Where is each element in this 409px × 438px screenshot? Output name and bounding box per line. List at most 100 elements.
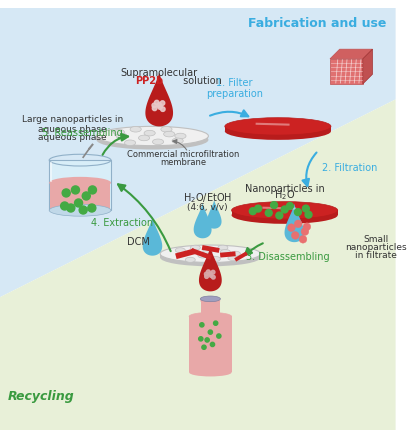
Text: 5. Reassembling: 5. Reassembling <box>42 128 122 138</box>
Bar <box>201 245 219 253</box>
Ellipse shape <box>172 138 183 144</box>
Circle shape <box>152 106 157 111</box>
Circle shape <box>157 103 161 107</box>
Ellipse shape <box>217 245 227 250</box>
Ellipse shape <box>178 251 187 256</box>
Circle shape <box>281 206 288 213</box>
Ellipse shape <box>160 245 260 262</box>
Circle shape <box>61 202 68 210</box>
Circle shape <box>211 270 214 274</box>
Polygon shape <box>207 200 221 229</box>
Ellipse shape <box>49 177 111 189</box>
Text: Nanoparticles in: Nanoparticles in <box>244 184 324 194</box>
Circle shape <box>287 224 294 232</box>
Text: 4. Extraction: 4. Extraction <box>91 218 153 228</box>
Bar <box>190 248 211 260</box>
Circle shape <box>286 202 293 209</box>
Circle shape <box>302 205 308 212</box>
Circle shape <box>302 223 310 230</box>
Ellipse shape <box>138 135 149 141</box>
Ellipse shape <box>210 256 220 261</box>
Text: Recycling: Recycling <box>8 390 74 403</box>
Circle shape <box>206 270 210 274</box>
Bar <box>200 301 219 317</box>
Ellipse shape <box>185 257 195 262</box>
Ellipse shape <box>220 250 230 254</box>
Text: PP2b: PP2b <box>135 76 163 86</box>
Polygon shape <box>193 203 211 238</box>
Ellipse shape <box>174 133 186 139</box>
Circle shape <box>79 206 87 214</box>
Circle shape <box>208 272 212 276</box>
Circle shape <box>62 189 70 197</box>
Circle shape <box>82 192 90 200</box>
Ellipse shape <box>160 127 172 132</box>
Circle shape <box>88 204 96 212</box>
Circle shape <box>198 337 202 341</box>
Ellipse shape <box>230 251 240 256</box>
Text: Large nanoparticles in
aqueous phase: Large nanoparticles in aqueous phase <box>22 115 123 134</box>
Bar <box>231 210 337 215</box>
Polygon shape <box>284 204 303 242</box>
Ellipse shape <box>49 205 111 216</box>
Circle shape <box>160 101 164 106</box>
Circle shape <box>67 204 75 212</box>
Text: Commercial microfiltration: Commercial microfiltration <box>127 151 239 159</box>
Ellipse shape <box>224 118 330 135</box>
Circle shape <box>270 201 277 208</box>
Circle shape <box>204 275 208 279</box>
Ellipse shape <box>227 255 237 261</box>
Bar <box>50 182 110 209</box>
Circle shape <box>209 274 212 277</box>
Bar <box>224 127 330 131</box>
Ellipse shape <box>160 249 260 266</box>
Circle shape <box>216 334 220 338</box>
Text: 1. Filter
preparation: 1. Filter preparation <box>205 78 262 99</box>
Circle shape <box>88 186 96 194</box>
Ellipse shape <box>116 133 127 139</box>
Text: H$_2$O: H$_2$O <box>273 188 294 201</box>
Circle shape <box>204 338 209 342</box>
Circle shape <box>152 103 156 108</box>
Bar <box>49 160 111 210</box>
Ellipse shape <box>197 253 207 258</box>
Text: DCM: DCM <box>126 237 149 247</box>
Bar <box>219 251 235 258</box>
Ellipse shape <box>96 130 208 149</box>
Ellipse shape <box>202 249 212 254</box>
Text: 3. Disassembling: 3. Disassembling <box>245 252 328 261</box>
Circle shape <box>71 186 79 194</box>
Text: H$_2$O/EtOH: H$_2$O/EtOH <box>182 191 231 205</box>
Bar <box>189 317 231 372</box>
Ellipse shape <box>152 139 163 145</box>
Ellipse shape <box>189 312 231 321</box>
Text: Supramolecular: Supramolecular <box>120 67 197 78</box>
Circle shape <box>294 220 301 228</box>
Ellipse shape <box>200 296 220 302</box>
Ellipse shape <box>124 140 135 145</box>
Polygon shape <box>198 247 221 291</box>
Bar <box>234 251 247 261</box>
Circle shape <box>208 330 212 334</box>
Text: nanoparticles: nanoparticles <box>345 243 406 252</box>
Polygon shape <box>329 59 362 84</box>
Circle shape <box>300 228 308 235</box>
Circle shape <box>211 276 215 279</box>
Circle shape <box>265 209 272 216</box>
Ellipse shape <box>130 127 141 132</box>
Circle shape <box>294 208 301 215</box>
Ellipse shape <box>175 248 185 253</box>
Circle shape <box>254 205 261 212</box>
Circle shape <box>74 199 82 207</box>
Bar <box>96 136 208 140</box>
Circle shape <box>201 345 206 350</box>
Ellipse shape <box>224 123 330 140</box>
Circle shape <box>304 211 311 218</box>
Circle shape <box>299 235 306 243</box>
Circle shape <box>199 323 204 327</box>
Text: aqueous phase: aqueous phase <box>38 133 106 142</box>
Ellipse shape <box>144 131 155 136</box>
Ellipse shape <box>231 206 337 224</box>
Polygon shape <box>329 49 371 59</box>
Polygon shape <box>0 99 395 430</box>
